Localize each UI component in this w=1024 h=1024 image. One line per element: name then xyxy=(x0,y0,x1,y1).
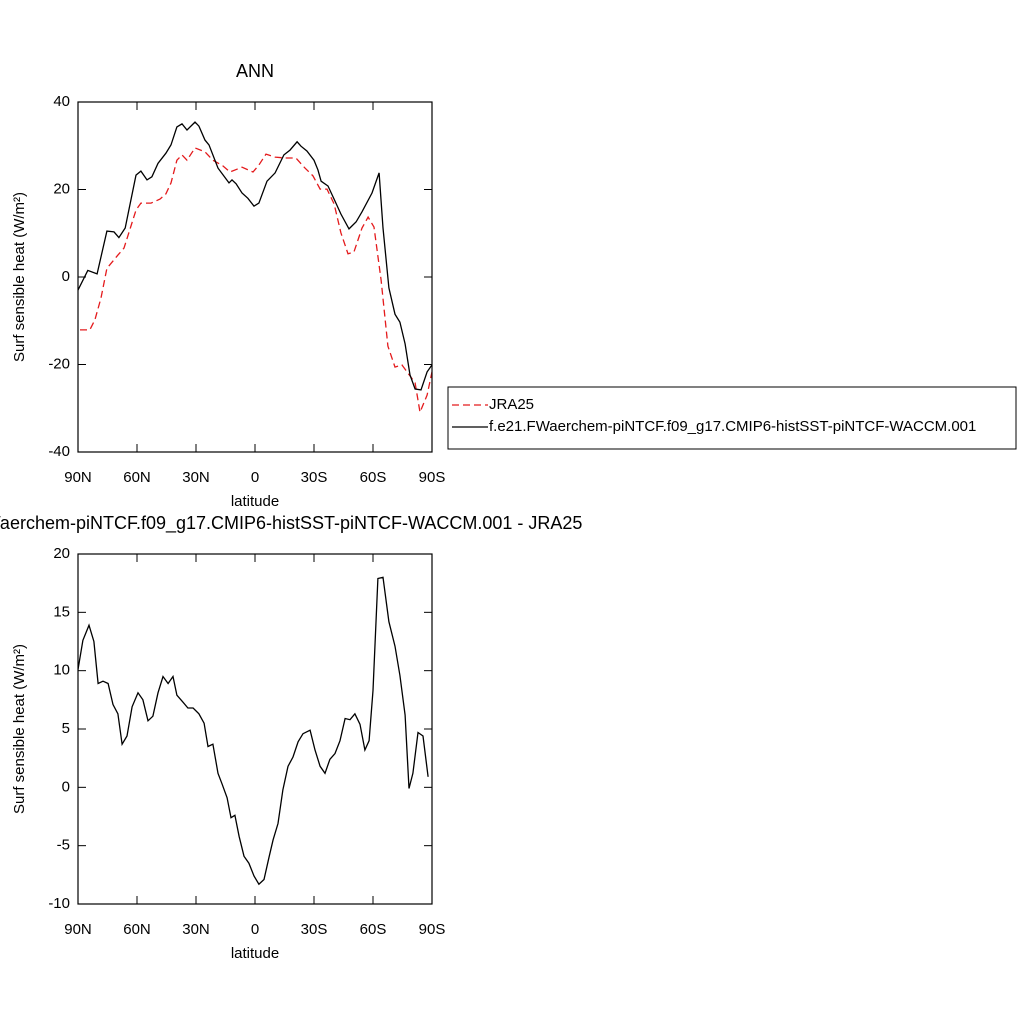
x-tick-label: 90S xyxy=(419,921,446,938)
legend-label: f.e21.FWaerchem-piNTCF.f09_g17.CMIP6-his… xyxy=(489,418,976,435)
y-axis-label: Surf sensible heat (W/m²) xyxy=(11,192,28,362)
x-axis-label: latitude xyxy=(231,493,279,510)
y-tick-label: -10 xyxy=(48,895,70,912)
y-tick-label: 0 xyxy=(62,778,70,795)
legend-label: JRA25 xyxy=(489,396,534,413)
y-tick-label: 10 xyxy=(53,662,70,679)
data-line xyxy=(78,576,429,886)
x-tick-label: 60N xyxy=(123,469,151,486)
x-tick-label: 0 xyxy=(251,921,259,938)
x-tick-label: 60S xyxy=(360,921,387,938)
y-tick-label: -40 xyxy=(48,443,70,460)
plot-frame xyxy=(77,101,433,453)
x-tick-label: 60S xyxy=(360,469,387,486)
y-tick-label: 0 xyxy=(62,268,70,285)
plot-frame xyxy=(77,553,433,905)
y-axis-label: Surf sensible heat (W/m²) xyxy=(11,644,28,814)
x-axis-label: latitude xyxy=(231,945,279,962)
y-tick-label: -20 xyxy=(48,355,70,372)
data-line xyxy=(80,147,432,415)
x-tick-label: 30S xyxy=(301,921,328,938)
x-tick-label: 0 xyxy=(251,469,259,486)
x-tick-label: 90N xyxy=(64,469,92,486)
x-tick-label: 60N xyxy=(123,921,151,938)
x-tick-label: 30N xyxy=(182,469,210,486)
y-tick-label: 5 xyxy=(62,720,70,737)
data-line xyxy=(78,121,432,391)
chart-title: ANN xyxy=(236,61,274,81)
chart-title: f.e21.FWaerchem-piNTCF.f09_g17.CMIP6-his… xyxy=(0,513,582,534)
y-tick-label: -5 xyxy=(57,837,70,854)
y-tick-label: 40 xyxy=(53,93,70,110)
x-tick-label: 30S xyxy=(301,469,328,486)
x-tick-label: 30N xyxy=(182,921,210,938)
y-tick-label: 20 xyxy=(53,180,70,197)
y-tick-label: 20 xyxy=(53,545,70,562)
legend-box xyxy=(447,386,1017,450)
x-tick-label: 90S xyxy=(419,469,446,486)
x-tick-label: 90N xyxy=(64,921,92,938)
y-tick-label: 15 xyxy=(53,603,70,620)
